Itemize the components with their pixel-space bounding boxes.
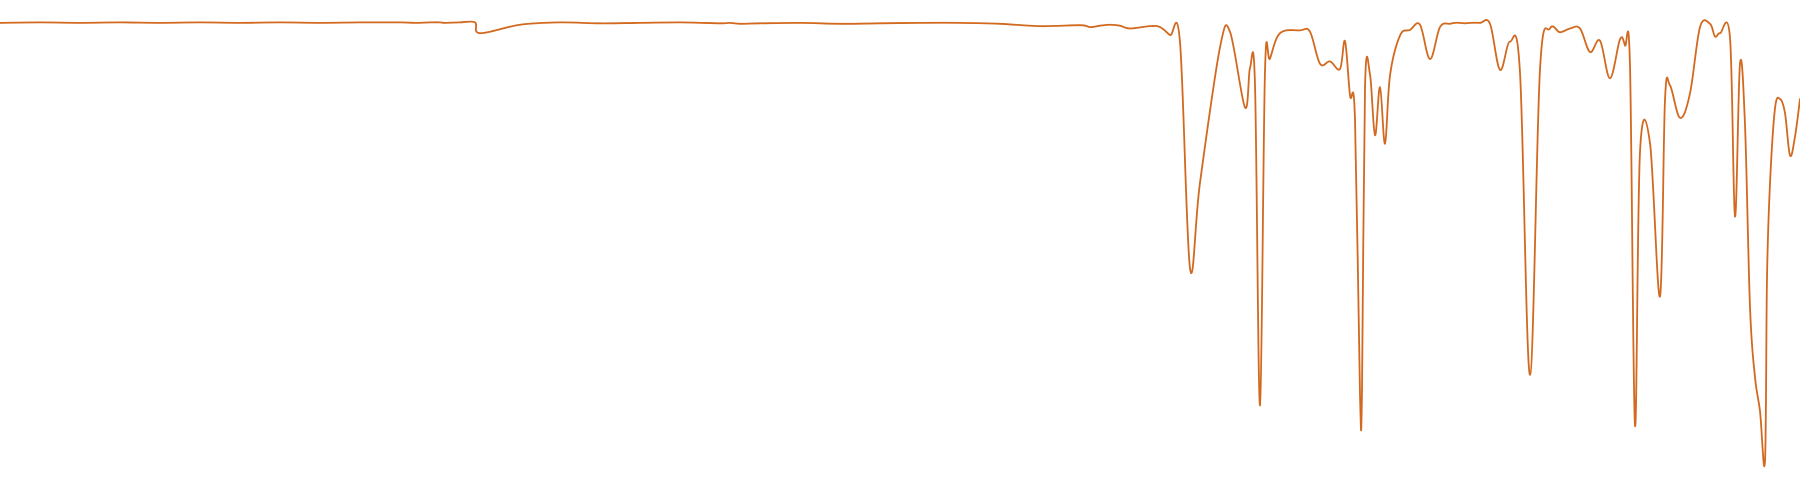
series-line-0 xyxy=(0,19,1800,467)
series-layer xyxy=(0,19,1800,467)
